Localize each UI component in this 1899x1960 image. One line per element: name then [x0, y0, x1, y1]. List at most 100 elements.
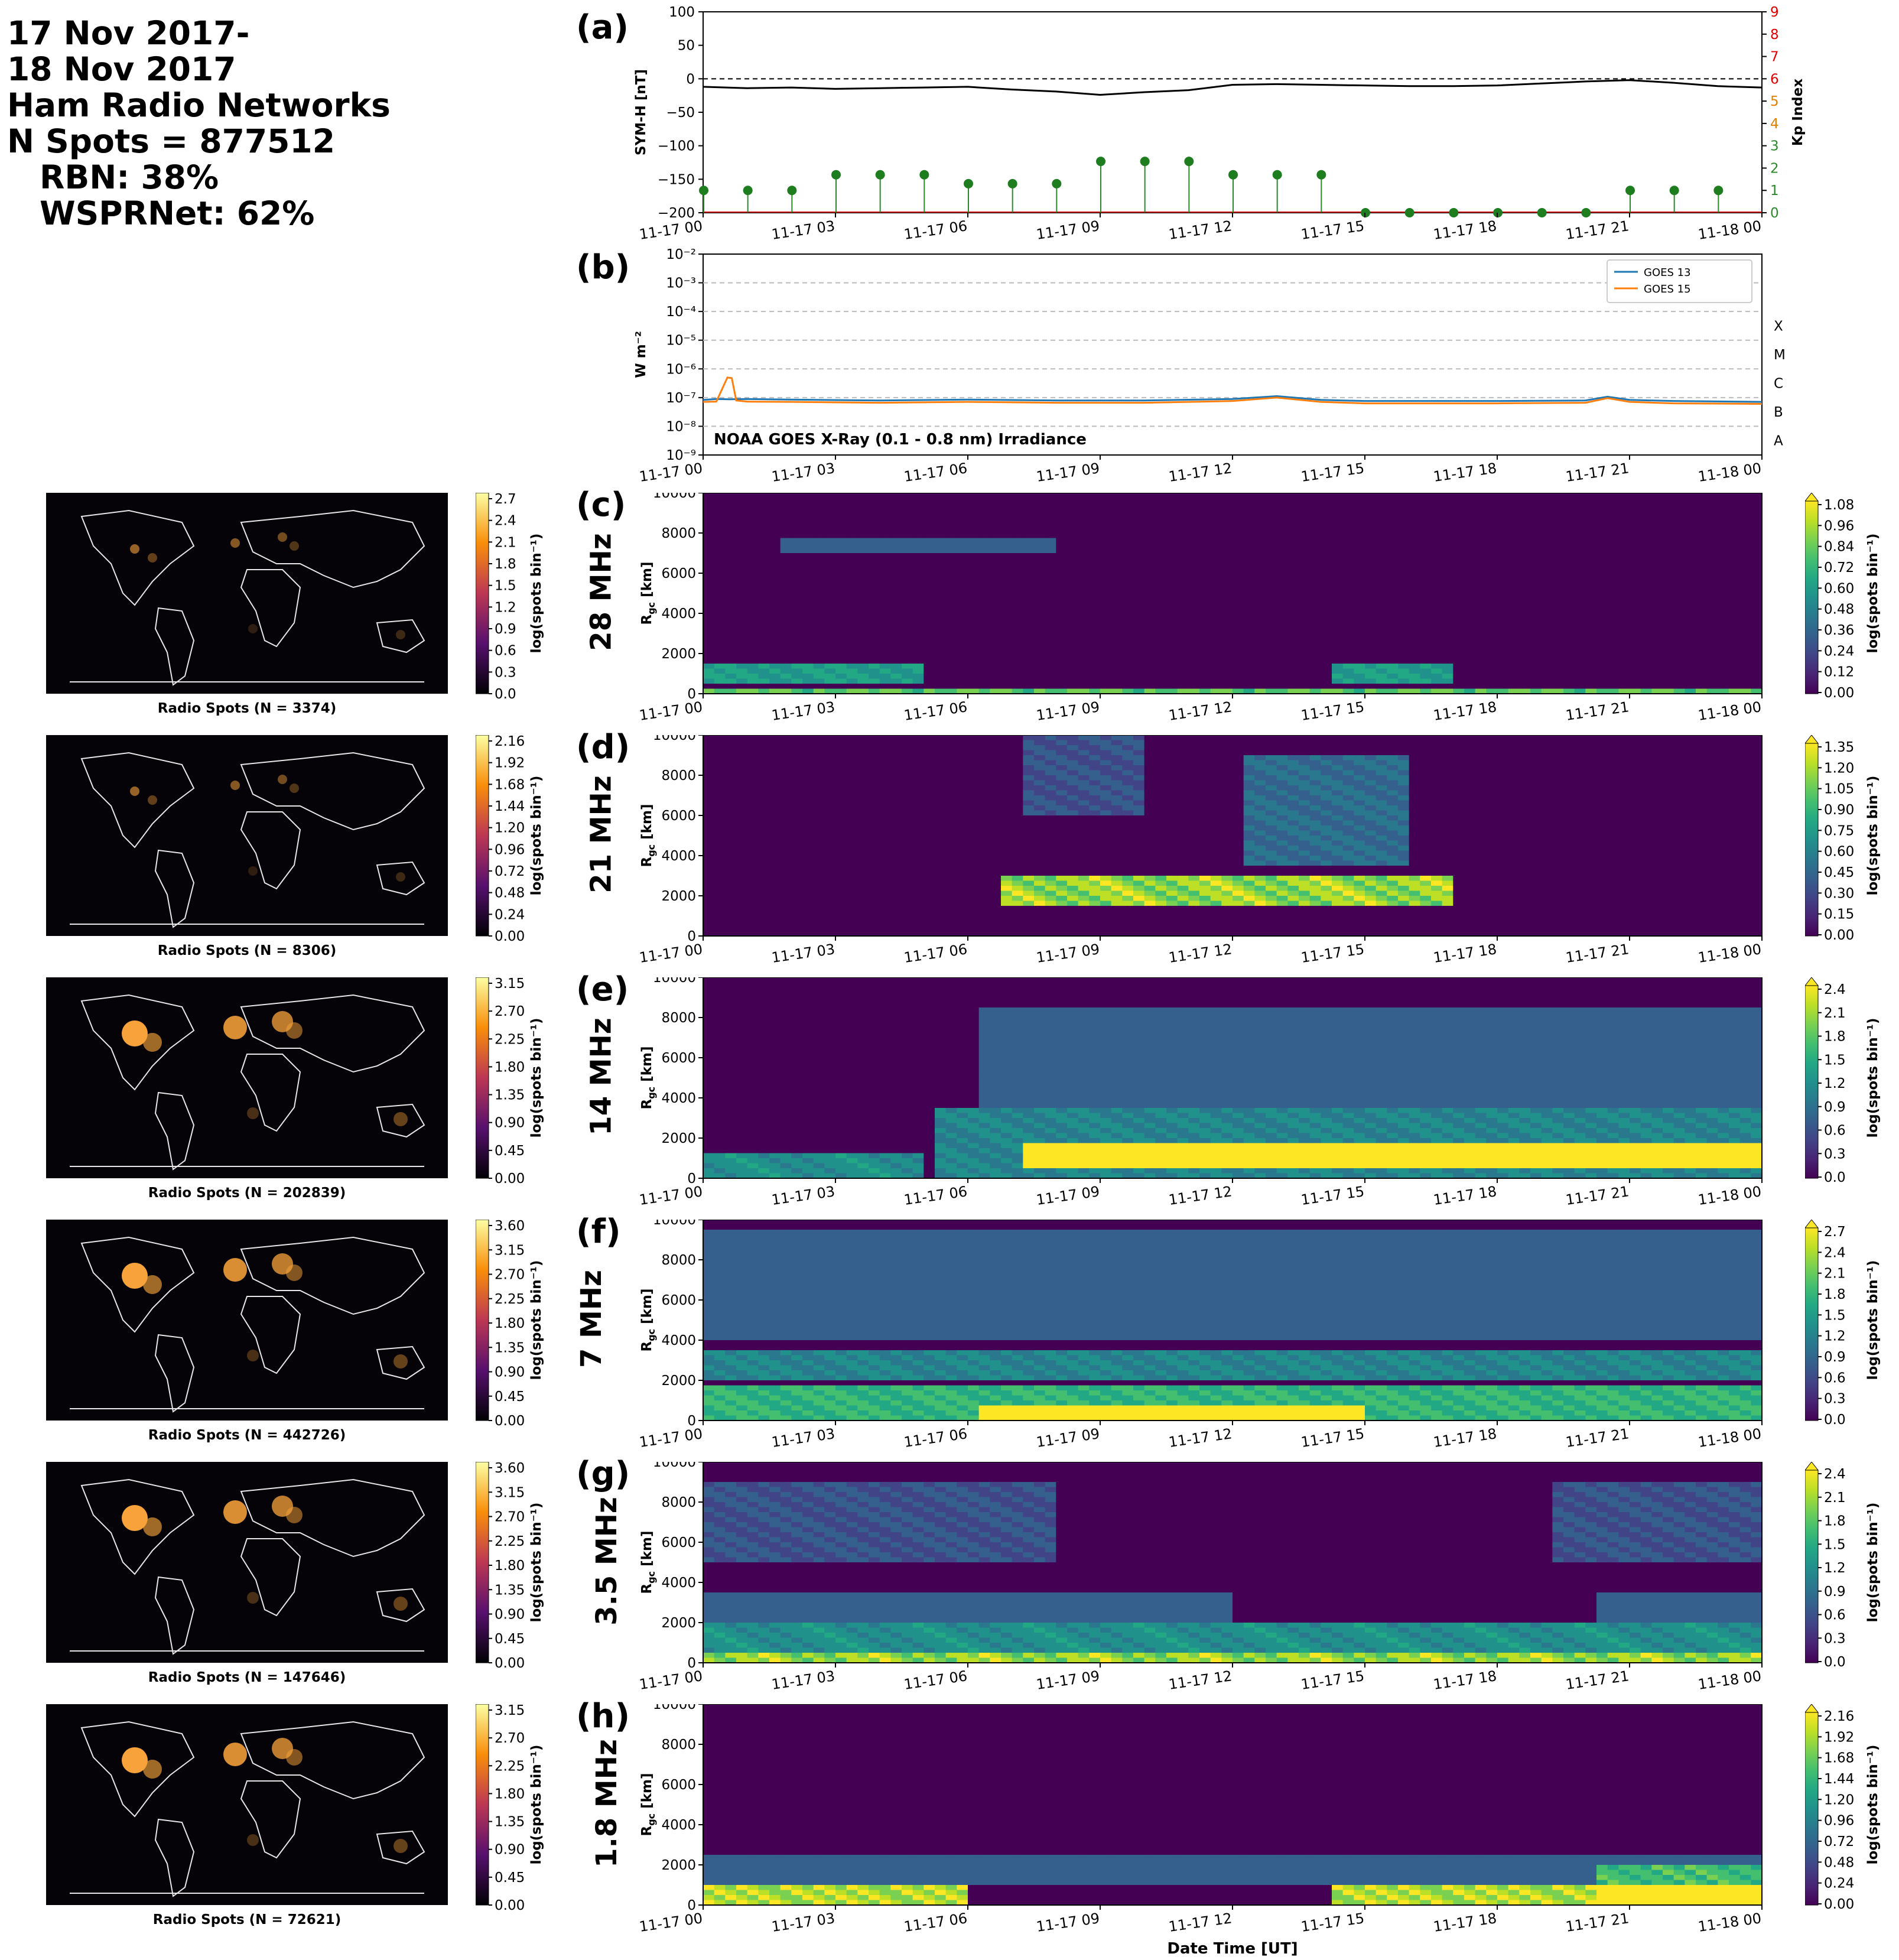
- heatmap-cell: [835, 654, 847, 659]
- heatmap-cell: [846, 643, 858, 649]
- heatmap-cell: [736, 850, 748, 856]
- heatmap-cell: [902, 800, 913, 806]
- heatmap-cell: [1376, 628, 1387, 634]
- heatmap-cell: [1718, 608, 1729, 614]
- heatmap-cell: [1530, 674, 1542, 680]
- heatmap-cell: [879, 921, 891, 927]
- heatmap-cell: [791, 750, 803, 756]
- heatmap-cell: [902, 503, 913, 509]
- heatmap-cell: [869, 518, 880, 524]
- heatmap-cell: [769, 886, 781, 892]
- heatmap-cell: [924, 735, 935, 741]
- heatmap-cell: [846, 664, 858, 669]
- heatmap-cell: [1486, 498, 1498, 503]
- heatmap-cell: [879, 563, 891, 569]
- heatmap-cell: [1321, 664, 1332, 669]
- band-label: 28 MHz: [585, 533, 618, 651]
- heatmap-cell: [1497, 684, 1509, 690]
- heatmap-cell: [780, 830, 792, 836]
- heatmap-cell: [791, 523, 803, 529]
- heatmap-cell: [1607, 658, 1619, 664]
- heatmap-cell: [1199, 553, 1211, 559]
- heatmap-cell: [1663, 543, 1674, 549]
- heatmap-cell: [1563, 674, 1575, 680]
- heatmap-cell: [1464, 493, 1476, 499]
- heatmap-cell: [802, 740, 814, 746]
- x-tick-label: 11-17 00: [638, 460, 704, 485]
- heatmap-cell: [846, 735, 858, 741]
- heatmap-cell: [1111, 558, 1123, 564]
- heatmap-cell: [725, 890, 737, 896]
- heatmap-cell: [736, 543, 748, 549]
- heatmap-cell: [935, 573, 947, 579]
- heatmap-cell: [747, 860, 759, 866]
- heatmap-cell: [1155, 493, 1167, 499]
- heatmap-cell: [802, 638, 814, 644]
- symh-axis-label: SYM-H [nT]: [633, 69, 649, 155]
- heatmap-cell: [703, 588, 715, 594]
- heatmap-cell: [1751, 548, 1763, 554]
- heatmap-cell: [1706, 533, 1718, 539]
- heatmap-cell: [769, 623, 781, 629]
- heatmap-cell: [780, 926, 792, 932]
- heatmap-cell: [1607, 503, 1619, 509]
- heatmap-cell: [714, 623, 726, 629]
- heatmap-cell: [1287, 568, 1299, 574]
- heatmap-cell: [1651, 638, 1663, 644]
- heatmap-cell: [1618, 508, 1630, 513]
- heatmap-cell: [1376, 648, 1387, 654]
- heatmap-cell: [1287, 633, 1299, 639]
- y-tick-label: 10⁻³: [666, 276, 696, 291]
- heatmap-cell: [791, 860, 803, 866]
- heatmap-cell: [1630, 664, 1641, 669]
- heatmap-cell: [902, 664, 913, 669]
- heatmap-cell: [869, 815, 880, 821]
- heatmap-cell: [1618, 684, 1630, 690]
- x-tick-label: 11-17 12: [1168, 698, 1233, 724]
- heatmap-cell: [714, 916, 726, 922]
- heatmap-cell: [846, 810, 858, 816]
- heatmap-cell: [1155, 528, 1167, 534]
- heatmap-cell: [1453, 603, 1465, 609]
- heatmap-cell: [1398, 674, 1410, 680]
- heatmap-cell: [824, 598, 836, 604]
- heatmap-cell: [1453, 588, 1465, 594]
- heatmap-cell: [1056, 578, 1068, 584]
- heatmap-cell: [1574, 658, 1586, 664]
- heatmap-cell: [945, 633, 957, 639]
- colorbar-tick-label: 0.12: [1824, 665, 1854, 680]
- heatmap-cell: [1332, 533, 1344, 539]
- heatmap-cell: [758, 518, 770, 524]
- heatmap-cell: [725, 780, 737, 786]
- heatmap-cell: [736, 790, 748, 796]
- heatmap-cell: [1067, 623, 1079, 629]
- heatmap-cell: [846, 870, 858, 876]
- heatmap-cell: [1640, 613, 1652, 619]
- heatmap-cell: [725, 668, 737, 674]
- heatmap-cell: [1100, 638, 1112, 644]
- heatmap-cell: [1696, 533, 1708, 539]
- heatmap-cell: [758, 820, 770, 826]
- heatmap-cell: [1342, 563, 1354, 569]
- heatmap-cell: [1243, 618, 1255, 624]
- heatmap-cell: [1475, 603, 1487, 609]
- heatmap-cell: [1696, 638, 1708, 644]
- heatmap-cell: [1442, 613, 1453, 619]
- flare-class-label: M: [1774, 347, 1786, 363]
- heatmap-cell: [1023, 598, 1035, 604]
- heatmap-cell: [1309, 563, 1321, 569]
- heatmap-cell: [1188, 633, 1200, 639]
- kp-point: [1184, 157, 1194, 167]
- heatmap-cell: [791, 745, 803, 751]
- heatmap-cell: [1464, 668, 1476, 674]
- heatmap-cell: [1034, 578, 1046, 584]
- kp-point: [1316, 170, 1326, 180]
- heatmap-cell: [1751, 508, 1763, 513]
- heatmap-cell: [1045, 568, 1056, 574]
- heatmap-cell: [1464, 593, 1476, 599]
- heatmap-cell: [824, 548, 836, 554]
- heatmap-cell: [1673, 573, 1685, 579]
- heatmap-cell: [1431, 664, 1443, 669]
- heatmap-cell: [1078, 523, 1090, 529]
- heatmap-cell: [1299, 538, 1311, 544]
